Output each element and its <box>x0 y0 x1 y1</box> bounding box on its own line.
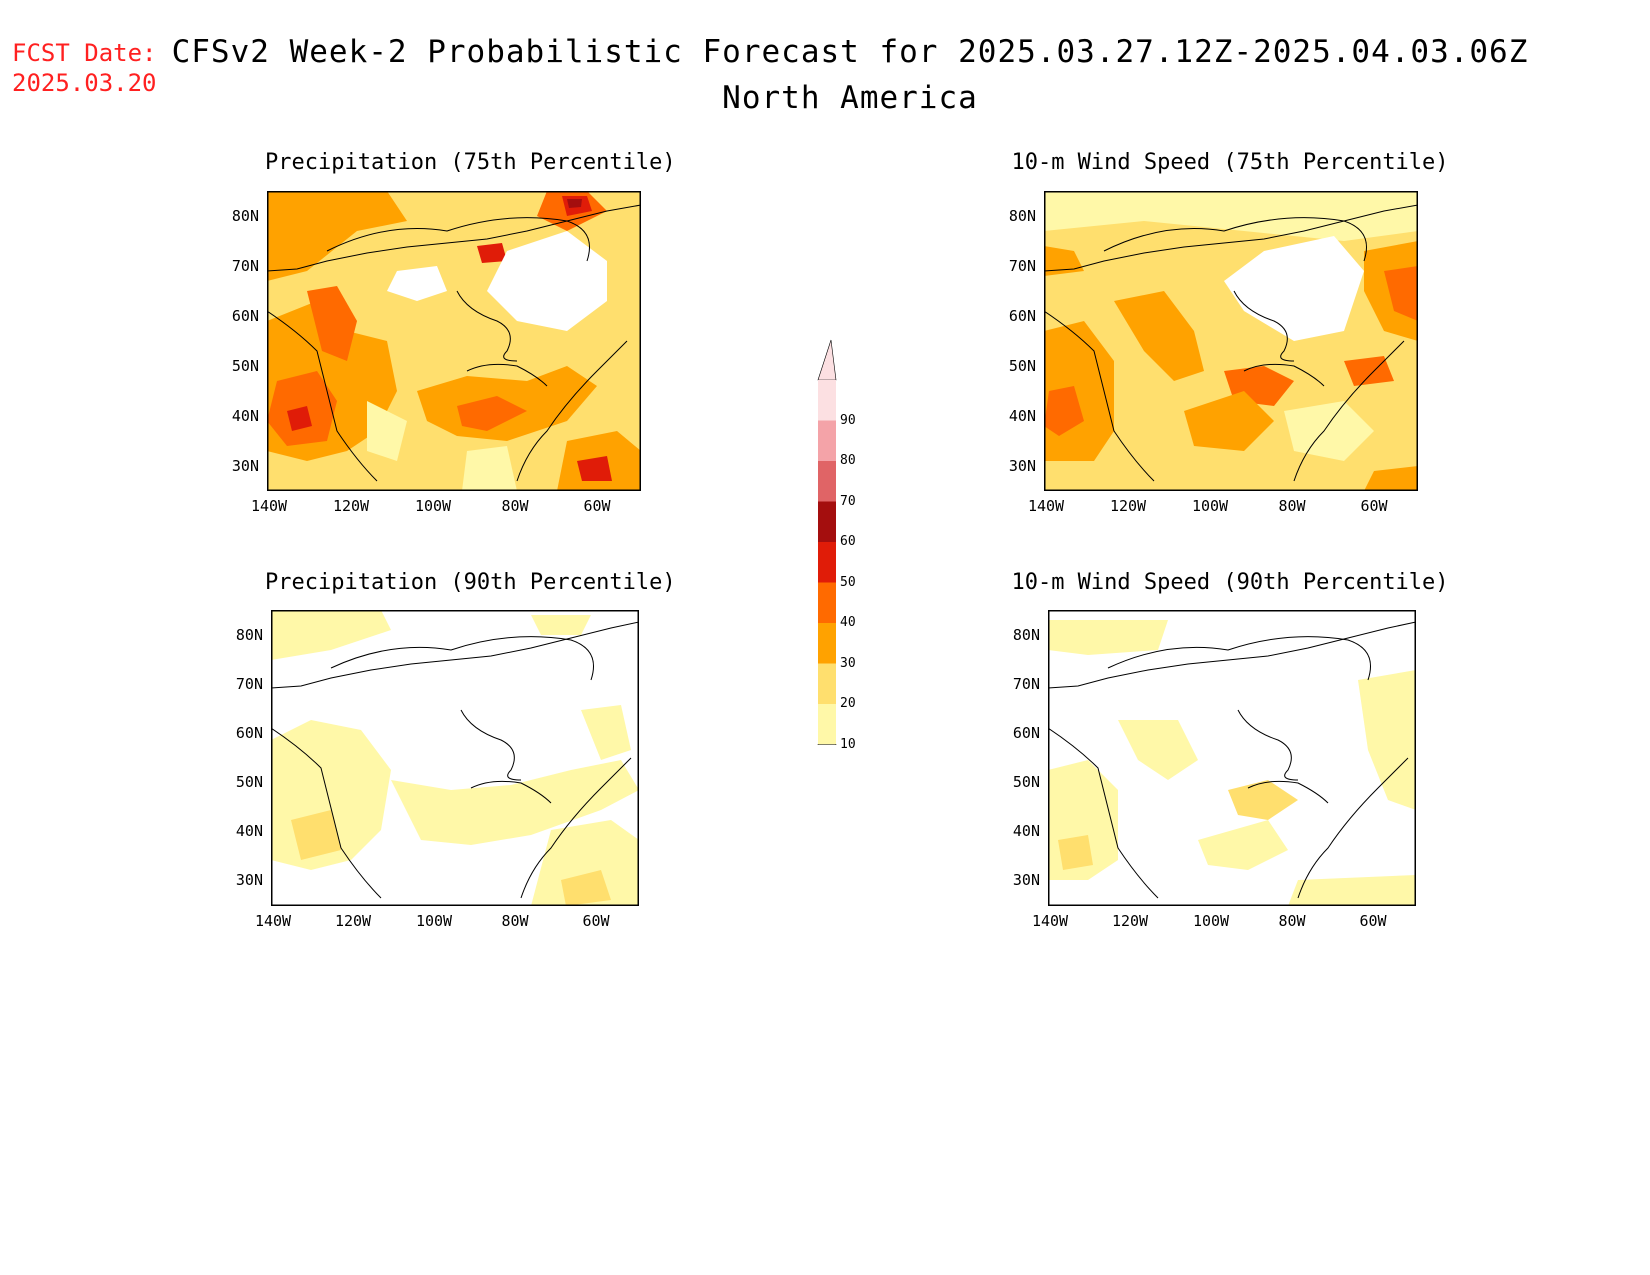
lat-tick-label: 50N <box>1008 357 1036 375</box>
map-wind-75 <box>1044 191 1418 491</box>
forecast-date-label: FCST Date: <box>12 39 157 67</box>
shading-precip-75 <box>267 191 641 491</box>
lon-tick-label: 100W <box>1191 497 1229 515</box>
lon-tick-label: 60W <box>1359 912 1387 930</box>
shading-wind-75 <box>1044 191 1418 491</box>
map-precip-90 <box>271 610 639 906</box>
coastlines <box>271 621 639 899</box>
page-subtitle: North America <box>722 80 978 116</box>
colorbar-swatch <box>818 704 836 745</box>
lat-tick-label: 60N <box>231 307 259 325</box>
lon-tick-label: 60W <box>582 912 610 930</box>
lon-tick-label: 100W <box>1192 912 1230 930</box>
coastlines <box>1048 621 1416 899</box>
colorbar-tick-label: 90 <box>840 412 856 428</box>
colorbar <box>817 339 837 745</box>
lon-tick-label: 100W <box>415 912 453 930</box>
colorbar-tick-label: 30 <box>840 655 856 671</box>
colorbar-swatch <box>818 582 836 623</box>
colorbar-tick-label: 10 <box>840 736 856 752</box>
lon-tick-label: 100W <box>414 497 452 515</box>
map-wind-90 <box>1048 610 1416 906</box>
lat-tick-label: 60N <box>235 724 263 742</box>
coastlines <box>1044 204 1418 482</box>
colorbar-swatch <box>818 663 836 704</box>
forecast-date-value: 2025.03.20 <box>12 69 157 97</box>
lat-tick-label: 50N <box>231 357 259 375</box>
lat-tick-label: 30N <box>1008 457 1036 475</box>
lon-tick-label: 140W <box>1027 497 1065 515</box>
lat-tick-label: 80N <box>1012 626 1040 644</box>
lat-tick-label: 80N <box>235 626 263 644</box>
lon-tick-label: 140W <box>1031 912 1069 930</box>
colorbar-tick-label: 60 <box>840 534 856 549</box>
panel-title-wind-90: 10-m Wind Speed (90th Percentile) <box>1011 570 1449 595</box>
colorbar-swatch <box>818 420 836 461</box>
lat-tick-label: 50N <box>1012 773 1040 791</box>
lat-tick-label: 50N <box>235 773 263 791</box>
lat-tick-label: 40N <box>1008 407 1036 425</box>
shading-wind-90 <box>1048 620 1416 906</box>
lat-tick-label: 70N <box>1008 257 1036 275</box>
shading-precip-90 <box>271 610 639 906</box>
lat-tick-label: 40N <box>231 407 259 425</box>
lon-tick-label: 80W <box>501 497 529 515</box>
colorbar-swatch <box>818 623 836 664</box>
lon-tick-label: 120W <box>334 912 372 930</box>
colorbar-bottom-arrow <box>817 744 837 745</box>
colorbar-tick-label: 50 <box>840 574 856 590</box>
lon-tick-label: 120W <box>332 497 370 515</box>
colorbar-tick-label: 70 <box>840 493 856 509</box>
lat-tick-label: 60N <box>1012 724 1040 742</box>
lon-tick-label: 140W <box>250 497 288 515</box>
map-precip-75 <box>267 191 641 491</box>
lat-tick-label: 80N <box>231 207 259 225</box>
colorbar-swatch <box>818 542 836 583</box>
lat-tick-label: 30N <box>235 871 263 889</box>
colorbar-top-arrow <box>817 339 837 381</box>
colorbar-swatch <box>818 380 836 421</box>
colorbar-tick-label: 20 <box>840 696 856 711</box>
panel-title-precip-75: Precipitation (75th Percentile) <box>265 150 676 175</box>
lon-tick-label: 80W <box>1278 497 1306 515</box>
colorbar-swatch <box>818 461 836 502</box>
forecast-date: FCST Date: 2025.03.20 <box>12 38 157 98</box>
lon-tick-label: 120W <box>1109 497 1147 515</box>
colorbar-tick-label: 80 <box>840 453 856 468</box>
lat-tick-label: 70N <box>231 257 259 275</box>
lat-tick-label: 30N <box>231 457 259 475</box>
panel-title-wind-75: 10-m Wind Speed (75th Percentile) <box>1011 150 1449 175</box>
panel-title-precip-90: Precipitation (90th Percentile) <box>265 570 676 595</box>
lon-tick-label: 60W <box>1360 497 1388 515</box>
lon-tick-label: 120W <box>1111 912 1149 930</box>
lat-tick-label: 30N <box>1012 871 1040 889</box>
colorbar-swatch <box>818 501 836 542</box>
page-title: CFSv2 Week-2 Probabilistic Forecast for … <box>171 34 1529 70</box>
coastlines <box>267 204 641 482</box>
lat-tick-label: 40N <box>235 822 263 840</box>
lon-tick-label: 80W <box>1278 912 1306 930</box>
lat-tick-label: 80N <box>1008 207 1036 225</box>
lat-tick-label: 70N <box>235 675 263 693</box>
lon-tick-label: 60W <box>583 497 611 515</box>
colorbar-tick-label: 40 <box>840 615 856 630</box>
lat-tick-label: 40N <box>1012 822 1040 840</box>
lat-tick-label: 70N <box>1012 675 1040 693</box>
lon-tick-label: 80W <box>501 912 529 930</box>
lat-tick-label: 60N <box>1008 307 1036 325</box>
lon-tick-label: 140W <box>254 912 292 930</box>
